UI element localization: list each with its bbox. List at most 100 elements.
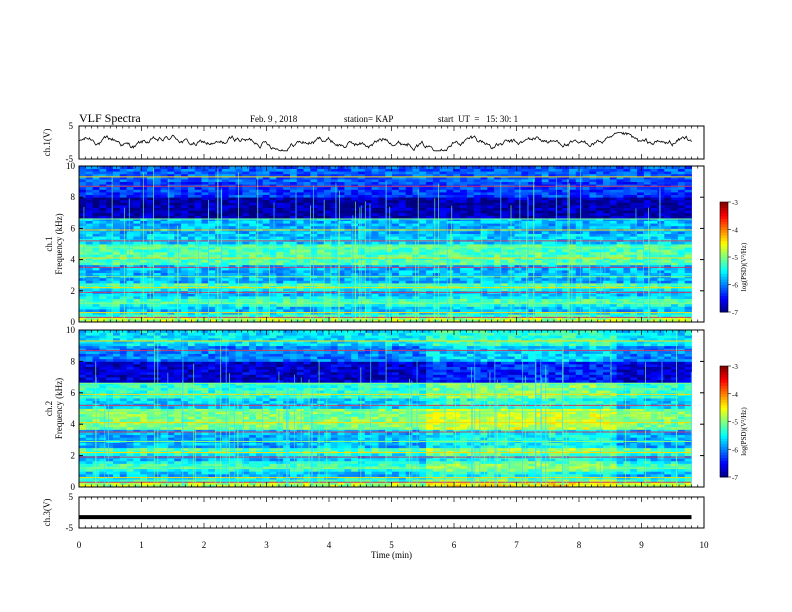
- spectrogram-cell: [637, 199, 645, 203]
- spectrogram-cell: [534, 202, 543, 206]
- spectrogram-cell: [460, 189, 468, 193]
- spectrogram-cell: [249, 179, 257, 182]
- spectrogram-cell: [147, 199, 155, 203]
- spectrogram-cell: [235, 259, 243, 263]
- spectrogram-cell: [153, 267, 162, 271]
- spectrogram-cell: [398, 285, 407, 289]
- spectrogram-cell: [562, 241, 570, 245]
- spectrogram-cell: [113, 171, 121, 175]
- spectrogram-cell: [194, 220, 202, 224]
- spectrogram-cell: [630, 306, 638, 310]
- spectrogram-cell: [160, 244, 168, 247]
- spectrogram-cell: [534, 238, 543, 242]
- spectrogram-cell: [582, 251, 590, 255]
- spectrogram-cell: [153, 231, 162, 234]
- spectrogram-cell: [215, 236, 223, 240]
- spectrogram-cell: [514, 306, 522, 310]
- spectrogram-cell: [99, 246, 107, 250]
- spectrogram-cell: [494, 179, 502, 182]
- spectrogram-cell: [113, 207, 121, 211]
- spectrogram-cell: [378, 309, 386, 312]
- spectrogram-cell: [289, 212, 298, 216]
- spectrogram-cell: [181, 293, 189, 297]
- spectrogram-cell: [616, 277, 624, 281]
- spectrogram-cell: [119, 202, 128, 206]
- spectrogram-cell: [643, 316, 652, 320]
- spectrogram-cell: [119, 303, 128, 307]
- spectrogram-cell: [99, 280, 107, 284]
- spectrogram-cell: [609, 215, 618, 219]
- spectrogram-cell: [623, 280, 631, 284]
- spectrogram-cell: [235, 251, 243, 255]
- spectrogram-cell: [317, 231, 325, 234]
- spectrogram-cell: [609, 231, 618, 234]
- spectrogram-cell: [398, 319, 407, 323]
- spectrogram-cell: [160, 251, 168, 255]
- spectrogram-cell: [85, 285, 94, 289]
- spectrogram-cell: [160, 205, 168, 208]
- spectrogram-cell: [555, 207, 563, 211]
- spectrogram-cell: [215, 199, 223, 203]
- spectrogram-cell: [140, 199, 148, 203]
- spectrogram-cell: [160, 316, 168, 320]
- spectrogram-cell: [181, 249, 189, 253]
- spectrogram-cell: [174, 199, 182, 203]
- spectrogram-cell: [596, 251, 604, 255]
- spectrogram-cell: [432, 179, 441, 182]
- spectrogram-cell: [534, 207, 543, 211]
- spectrogram-cell: [405, 298, 413, 302]
- spectrogram-cell: [249, 176, 257, 180]
- spectrogram-cell: [412, 246, 420, 250]
- spectrogram-cell: [419, 272, 427, 276]
- spectrogram-cell: [215, 241, 223, 245]
- spectrogram-cell: [283, 249, 291, 253]
- spectrogram-cell: [596, 238, 604, 242]
- spectrogram-cell: [521, 246, 529, 250]
- spectrogram-cell: [330, 306, 339, 310]
- spectrogram-cell: [153, 316, 162, 320]
- spectrogram-cell: [616, 192, 624, 195]
- spectrogram-cell: [487, 244, 495, 247]
- spectrogram-cell: [221, 241, 230, 245]
- spectrogram-cell: [133, 293, 141, 297]
- spectrogram-cell: [364, 225, 373, 229]
- spectrogram-cell: [296, 241, 304, 245]
- spectrogram-cell: [385, 192, 393, 195]
- spectrogram-cell: [514, 293, 522, 297]
- spectrogram-cell: [276, 215, 284, 219]
- spectrogram-cell: [609, 220, 618, 224]
- spectrogram-cell: [215, 181, 223, 185]
- spectrogram-cell: [460, 296, 468, 299]
- spectrogram-cell: [426, 171, 434, 175]
- spectrogram-cell: [106, 171, 114, 175]
- spectrogram-cell: [249, 246, 257, 250]
- spectrogram-cell: [296, 277, 304, 281]
- spectrogram-cell: [283, 179, 291, 182]
- spectrogram-cell: [494, 280, 502, 284]
- spectrogram-cell: [534, 296, 543, 299]
- spectrogram-cell: [330, 233, 339, 237]
- spectrogram-cell: [487, 184, 495, 188]
- spectrogram-cell: [317, 166, 325, 169]
- spectrogram-cell: [432, 192, 441, 195]
- spectrogram-cell: [494, 277, 502, 281]
- spectrogram-cell: [453, 296, 461, 299]
- spectrogram-cell: [419, 205, 427, 208]
- spectrogram-cell: [296, 319, 304, 323]
- spectrogram-cell: [181, 254, 189, 258]
- spectrogram-cell: [426, 296, 434, 299]
- spectrogram-cell: [208, 262, 216, 266]
- spectrogram-cell: [500, 176, 509, 180]
- spectrogram-cell: [507, 192, 515, 195]
- spectrogram-cell: [187, 246, 196, 250]
- spectrogram-cell: [181, 280, 189, 284]
- spectrogram-cell: [147, 210, 155, 214]
- spectrogram-cell: [235, 267, 243, 271]
- spectrogram-cell: [589, 212, 597, 216]
- spectrogram-cell: [521, 199, 529, 203]
- spectrogram-cell: [344, 192, 352, 195]
- spectrogram-cell: [324, 246, 332, 250]
- spectrogram-cell: [521, 220, 529, 224]
- spectrogram-cell: [582, 179, 590, 182]
- spectrogram-cell: [228, 171, 236, 175]
